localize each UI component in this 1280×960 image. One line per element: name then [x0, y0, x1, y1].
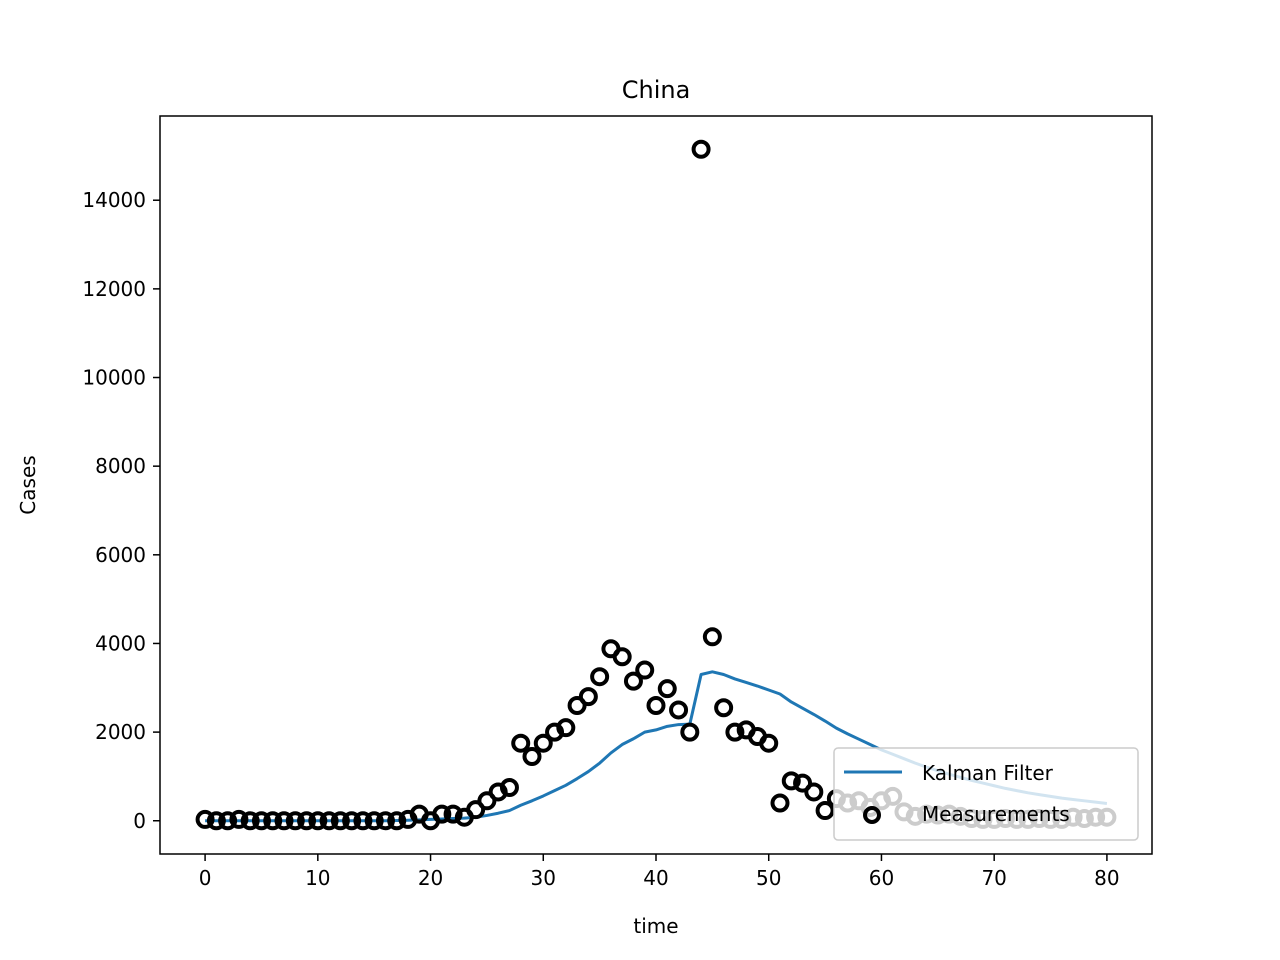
- measurement-point-51: [770, 793, 790, 813]
- x-axis-label: time: [633, 914, 678, 938]
- measurement-point-3: [229, 809, 249, 829]
- measurement-point-4: [240, 811, 260, 831]
- measurement-point-24: [466, 800, 486, 820]
- measurement-point-6: [263, 811, 283, 831]
- x-tick-label-4: 40: [643, 866, 668, 890]
- measurement-point-1: [206, 811, 226, 831]
- legend-kalman-label: Kalman Filter: [922, 761, 1054, 785]
- legend-box: [833, 747, 1139, 841]
- x-tick-label-5: 50: [756, 866, 781, 890]
- measurement-point-14: [353, 811, 373, 831]
- y-tick-label-1: 2000: [95, 720, 146, 744]
- y-tick-label-3: 6000: [95, 543, 146, 567]
- measurement-point-17: [387, 811, 407, 831]
- y-tick-label-5: 10000: [82, 366, 146, 390]
- x-tick-label-3: 30: [531, 866, 556, 890]
- series-layer: [195, 139, 1117, 831]
- measurement-point-8: [285, 811, 305, 831]
- measurement-point-39: [635, 660, 655, 680]
- measurement-point-41: [657, 679, 677, 699]
- measurement-point-0: [195, 809, 215, 829]
- legend-measurements-swatch: [863, 806, 881, 824]
- measurement-point-34: [578, 687, 598, 707]
- y-tick-label-4: 8000: [95, 454, 146, 478]
- y-axis-label: Cases: [16, 455, 40, 514]
- x-tick-label-2: 20: [418, 866, 443, 890]
- measurement-point-45: [702, 627, 722, 647]
- measurement-point-16: [375, 811, 395, 831]
- measurement-point-22: [443, 804, 463, 824]
- measurement-point-10: [308, 811, 328, 831]
- measurement-point-40: [646, 696, 666, 716]
- y-axis-ticks: 0 2000 4000 6000 8000 10000 12000 14000: [82, 188, 160, 833]
- measurement-point-11: [319, 811, 339, 831]
- measurement-point-47: [725, 722, 745, 742]
- measurement-point-25: [477, 791, 497, 811]
- measurement-point-30: [533, 733, 553, 753]
- x-tick-label-6: 60: [869, 866, 894, 890]
- x-tick-label-1: 10: [305, 866, 330, 890]
- measurement-point-46: [714, 698, 734, 718]
- measurement-point-28: [511, 733, 531, 753]
- chart-title: China: [622, 76, 691, 104]
- measurement-point-52: [781, 771, 801, 791]
- measurement-point-27: [499, 778, 519, 798]
- measurement-point-5: [251, 811, 271, 831]
- y-tick-label-6: 12000: [82, 277, 146, 301]
- x-tick-label-7: 70: [981, 866, 1006, 890]
- x-tick-label-0: 0: [199, 866, 212, 890]
- measurement-point-38: [623, 671, 643, 691]
- plot-frame: [159, 115, 1153, 855]
- x-axis-ticks: 0 10 20 30 40 50 60 70 80: [199, 854, 1120, 890]
- measurement-point-44: [691, 139, 711, 159]
- legend: Kalman Filter Measurements: [833, 747, 1139, 841]
- measurement-point-42: [669, 700, 689, 720]
- measurement-point-55: [815, 801, 835, 821]
- measurement-point-29: [522, 746, 542, 766]
- legend-measurements-label: Measurements: [922, 802, 1070, 826]
- measurement-point-13: [342, 811, 362, 831]
- x-tick-label-8: 80: [1094, 866, 1119, 890]
- measurement-point-2: [218, 811, 238, 831]
- measurement-point-12: [330, 811, 350, 831]
- y-tick-label-0: 0: [133, 809, 146, 833]
- measurement-point-53: [793, 773, 813, 793]
- measurement-point-33: [567, 696, 587, 716]
- measurement-point-32: [556, 718, 576, 738]
- y-tick-label-2: 4000: [95, 631, 146, 655]
- measurement-point-54: [804, 782, 824, 802]
- measurement-point-37: [612, 647, 632, 667]
- measurement-point-7: [274, 811, 294, 831]
- measurement-point-43: [680, 722, 700, 742]
- measurement-point-21: [432, 804, 452, 824]
- y-tick-label-7: 14000: [82, 188, 146, 212]
- measurement-point-35: [590, 667, 610, 687]
- measurement-point-50: [759, 733, 779, 753]
- measurement-point-15: [364, 811, 384, 831]
- measurement-point-9: [297, 811, 317, 831]
